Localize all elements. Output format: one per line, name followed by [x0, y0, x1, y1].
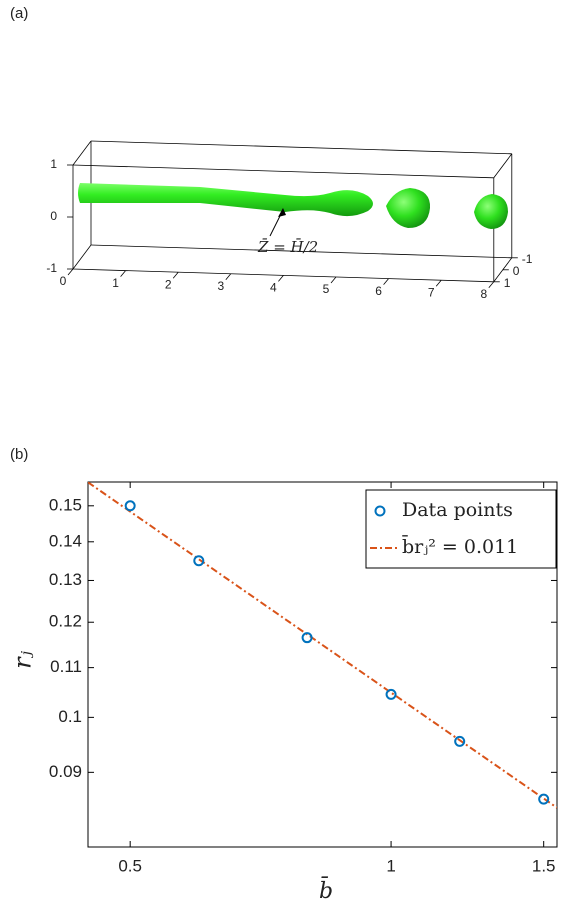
data-point [193, 555, 205, 567]
x-tick-label: 8 [480, 287, 487, 301]
box-edge [493, 153, 513, 179]
y-tick-label: 0 [513, 264, 520, 278]
z-tick-label: -1 [46, 261, 57, 275]
x-tick-label: 6 [375, 284, 382, 298]
x-tick [120, 270, 126, 277]
box-edge [72, 164, 494, 179]
legend-box [365, 489, 557, 569]
x-tick-label: 2 [165, 277, 172, 291]
x-tick-label: 3 [217, 279, 224, 293]
y-tick-label: 0.09 [49, 762, 82, 781]
panel-label: (b) [10, 446, 28, 463]
x-tick [330, 276, 337, 284]
x-tick-label: 5 [323, 282, 330, 296]
x-tick-label: 1 [112, 276, 119, 290]
arrow-head [278, 208, 286, 217]
z-tick-label: 0 [50, 209, 57, 223]
x-tick [383, 278, 389, 285]
y-tick-label: 0.1 [58, 707, 82, 726]
x-tick [225, 273, 232, 281]
panel-label: (a) [10, 5, 28, 22]
x-tick [488, 281, 495, 289]
x-tick-label: 4 [270, 281, 277, 295]
data-point [454, 735, 466, 747]
x-tick-label: 1 [386, 856, 395, 875]
droplet [474, 194, 508, 229]
x-tick [67, 268, 74, 276]
y-tick-label: 0.12 [49, 612, 82, 631]
data-point [301, 632, 313, 644]
legend-label: b̄rⱼ² = 0.011 [402, 534, 518, 558]
legend-marker [374, 505, 386, 517]
y-tick-label: 0.13 [49, 570, 82, 589]
y-tick-label: -1 [522, 252, 533, 266]
plot-area: 0.5 1 1.5 0.09 0.1 0.11 0.12 0.13 0.14 0.15 Data p… [49, 482, 557, 875]
droplet [386, 188, 431, 228]
x-tick-label: 7 [428, 285, 435, 299]
y-tick-label: 0.11 [50, 657, 82, 676]
x-tick [435, 279, 442, 287]
plot-frame [87, 481, 558, 848]
box-edge [72, 140, 92, 166]
box-edge [90, 244, 512, 259]
data-point [385, 688, 397, 700]
annotation: Z̄ = H̄/2 [257, 238, 318, 256]
3d-box: 0 1 2 3 4 5 6 7 8-101-101 [46, 140, 533, 301]
x-tick [172, 271, 179, 279]
x-tick-label: 1.5 [532, 856, 556, 875]
legend-label: Data points [402, 499, 513, 521]
fit-line [88, 482, 557, 809]
data-point [538, 793, 550, 805]
x-tick-label: 0.5 [118, 856, 142, 875]
z-tick-label: 1 [50, 157, 57, 171]
x-axis-label: b̄ [319, 876, 333, 904]
box-edge [90, 140, 512, 155]
data-point [124, 500, 136, 512]
box-edge [72, 244, 92, 270]
x-tick-label: 0 [60, 274, 67, 288]
y-axis-label: rⱼ [9, 650, 37, 668]
y-tick-label: 0.14 [49, 531, 82, 550]
liquid-jet [78, 183, 373, 217]
y-tick-label: 0.15 [49, 495, 82, 514]
series-layer [88, 482, 557, 809]
y-tick-label: 1 [504, 276, 511, 290]
x-tick [278, 275, 284, 282]
